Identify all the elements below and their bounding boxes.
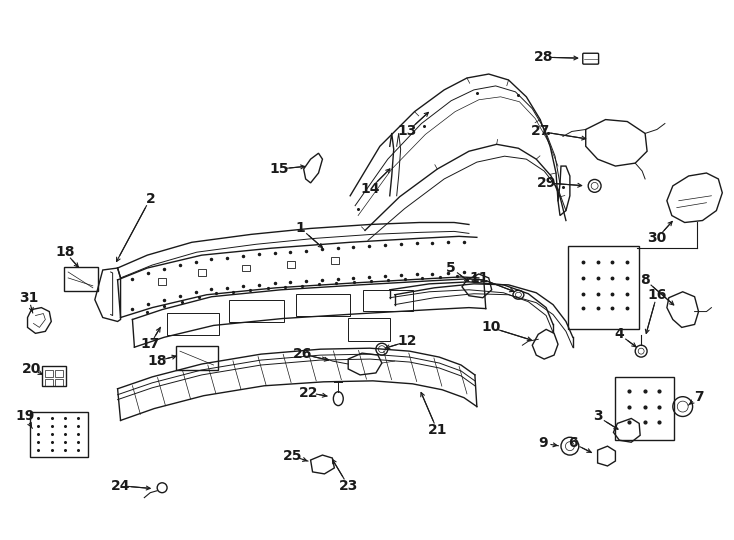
Text: 5: 5 bbox=[446, 261, 456, 275]
Text: 12: 12 bbox=[398, 334, 418, 348]
Bar bbox=[287, 261, 295, 267]
Text: 4: 4 bbox=[614, 327, 624, 341]
Text: 29: 29 bbox=[537, 176, 556, 190]
Text: 14: 14 bbox=[360, 182, 379, 196]
Text: 24: 24 bbox=[111, 479, 131, 493]
Text: 25: 25 bbox=[283, 449, 302, 463]
Text: 8: 8 bbox=[640, 273, 650, 287]
Text: 16: 16 bbox=[647, 288, 666, 302]
Bar bbox=[331, 257, 339, 264]
Text: 18: 18 bbox=[55, 245, 75, 259]
Text: 26: 26 bbox=[293, 347, 313, 361]
Text: 9: 9 bbox=[538, 436, 548, 450]
Text: 21: 21 bbox=[427, 423, 447, 437]
Text: 1: 1 bbox=[296, 221, 305, 235]
Text: 17: 17 bbox=[141, 337, 160, 351]
Text: 31: 31 bbox=[19, 291, 38, 305]
Text: 6: 6 bbox=[568, 436, 578, 450]
Text: 23: 23 bbox=[338, 479, 358, 493]
Text: 22: 22 bbox=[299, 386, 319, 400]
Text: 2: 2 bbox=[145, 192, 155, 206]
Text: 30: 30 bbox=[647, 231, 666, 245]
Bar bbox=[197, 269, 206, 276]
Text: 3: 3 bbox=[593, 409, 603, 423]
Text: 20: 20 bbox=[22, 362, 41, 376]
Text: 7: 7 bbox=[694, 390, 703, 404]
Text: 11: 11 bbox=[469, 271, 489, 285]
Text: 18: 18 bbox=[148, 354, 167, 368]
Text: 19: 19 bbox=[16, 409, 35, 423]
Text: 15: 15 bbox=[269, 162, 288, 176]
Text: 13: 13 bbox=[398, 124, 417, 138]
Bar bbox=[242, 265, 250, 272]
Text: 28: 28 bbox=[534, 50, 553, 64]
Text: 27: 27 bbox=[531, 124, 550, 138]
Bar bbox=[158, 278, 166, 285]
Text: 10: 10 bbox=[481, 320, 501, 334]
